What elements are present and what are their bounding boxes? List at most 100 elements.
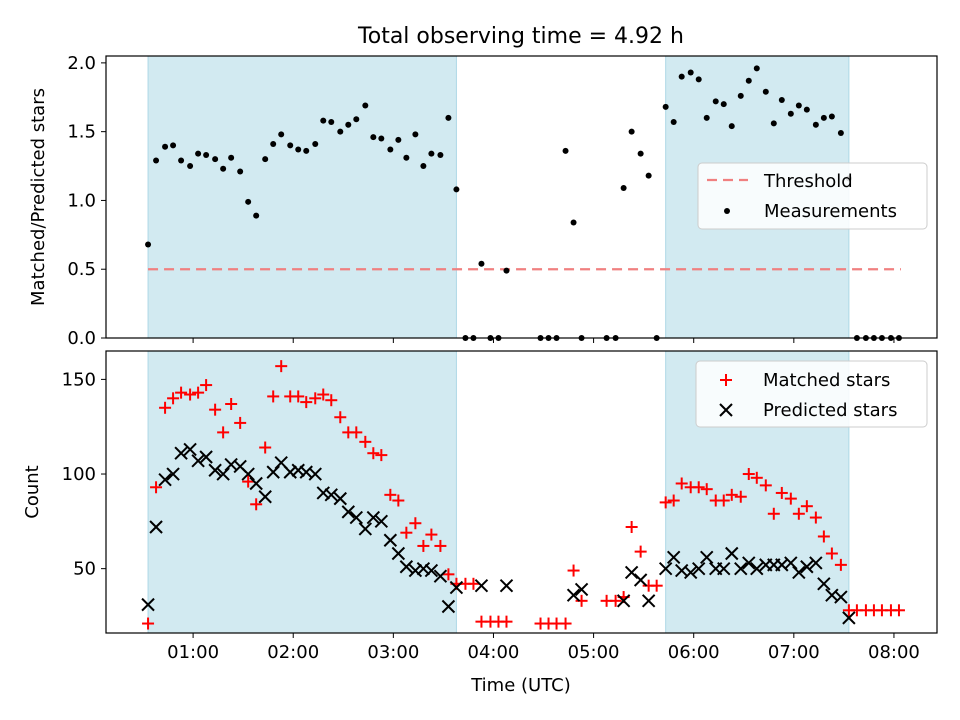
matched-point xyxy=(250,498,263,511)
predicted-point xyxy=(416,561,431,576)
measurement-point xyxy=(562,147,569,154)
measurement-point xyxy=(420,163,427,170)
legend-matched-swatch xyxy=(720,374,732,386)
measurement-point xyxy=(812,121,819,128)
predicted-point xyxy=(158,472,172,487)
predicted-point xyxy=(191,454,205,468)
predicted-point xyxy=(324,488,338,502)
predicted-point-stroke xyxy=(399,560,414,574)
predicted-point xyxy=(750,561,764,576)
predicted-point-stroke xyxy=(166,467,180,481)
measurement-point xyxy=(628,128,635,135)
x-axis-label: Time (UTC) xyxy=(470,675,571,696)
measurement-point xyxy=(670,119,677,126)
matched-point xyxy=(209,403,222,416)
measurement-point xyxy=(620,185,627,192)
predicted-point xyxy=(566,588,581,602)
x-tick-label: 03:00 xyxy=(367,642,419,663)
predicted-point-stroke xyxy=(241,467,255,481)
top-x-ticks xyxy=(192,338,895,343)
predicted-point xyxy=(817,577,831,591)
x-tick-label: 04:00 xyxy=(468,642,520,663)
matched-point xyxy=(350,426,363,439)
matched-point xyxy=(392,494,405,507)
predicted-point-stroke xyxy=(258,490,272,504)
matched-point xyxy=(259,441,272,454)
measurement-point xyxy=(362,102,369,109)
bottom-y-ticks: 50 100 150 xyxy=(62,369,106,580)
top-y-ticks: 0.0 0.5 1.0 1.5 2.0 xyxy=(67,53,106,349)
predicted-stars-series xyxy=(141,442,856,625)
predicted-point xyxy=(499,578,514,593)
predicted-point-stroke xyxy=(499,578,514,593)
matched-point xyxy=(717,494,730,507)
matched-point xyxy=(150,481,163,494)
x-tick-label: 06:00 xyxy=(668,642,720,663)
measurement-point xyxy=(378,135,385,142)
predicted-point xyxy=(199,450,213,464)
top-y-axis-label: Matched/Predicted stars xyxy=(28,88,49,306)
predicted-point xyxy=(383,533,398,547)
predicted-point xyxy=(792,565,806,580)
matched-point xyxy=(467,577,480,590)
predicted-point-stroke xyxy=(149,520,163,534)
predicted-point xyxy=(399,560,414,574)
matched-point xyxy=(242,475,255,488)
predicted-point-stroke xyxy=(641,594,656,608)
y-tick-label: 150 xyxy=(62,369,96,390)
measurement-point xyxy=(828,113,835,120)
legend-predicted-swatch xyxy=(719,403,733,417)
matched-point xyxy=(759,479,772,492)
matched-point xyxy=(425,528,438,541)
measurement-point xyxy=(428,150,435,157)
predicted-point-stroke xyxy=(249,476,263,491)
predicted-point xyxy=(183,442,197,457)
predicted-point-stroke xyxy=(191,454,205,468)
matched-point xyxy=(609,594,622,607)
x-tick-label: 07:00 xyxy=(768,642,820,663)
predicted-point-stroke xyxy=(775,558,789,572)
matched-point xyxy=(300,396,313,409)
top-legend-box xyxy=(697,162,928,230)
measurement-point xyxy=(395,136,402,143)
matched-point xyxy=(409,517,422,530)
shaded-interval xyxy=(148,351,457,633)
predicted-point-stroke xyxy=(433,569,448,583)
matched-point xyxy=(634,545,647,558)
measurement-point xyxy=(370,134,377,141)
predicted-point xyxy=(241,467,255,481)
predicted-point-stroke xyxy=(633,573,648,587)
predicted-point-stroke xyxy=(474,578,489,593)
predicted-point-stroke xyxy=(800,560,814,574)
matched-point xyxy=(692,481,705,494)
measurement-point xyxy=(195,150,202,157)
measurement-point xyxy=(237,168,244,175)
matched-point xyxy=(892,604,905,617)
x-tick-label: 02:00 xyxy=(267,642,319,663)
legend-matched-label: Matched stars xyxy=(763,370,890,391)
predicted-point-stroke xyxy=(216,467,230,481)
matched-point xyxy=(184,388,197,401)
predicted-point-stroke xyxy=(566,588,581,602)
matched-point xyxy=(659,496,672,509)
predicted-point-stroke xyxy=(383,533,398,547)
matched-point xyxy=(675,477,688,490)
predicted-point xyxy=(834,590,848,604)
measurement-point xyxy=(345,121,352,128)
measurement-point xyxy=(645,172,652,179)
legend-measurements-label: Measurements xyxy=(764,201,897,222)
predicted-point-stroke xyxy=(308,467,322,481)
matched-point xyxy=(575,594,588,607)
y-tick-label: 1.5 xyxy=(67,122,96,143)
matched-point xyxy=(800,500,813,513)
measurement-point xyxy=(337,128,344,135)
predicted-point xyxy=(358,522,373,536)
predicted-point xyxy=(366,510,381,525)
matched-point xyxy=(734,490,747,503)
measurement-point xyxy=(178,157,185,164)
matched-point xyxy=(667,494,680,507)
predicted-point xyxy=(341,505,355,519)
x-tick-label: 08:00 xyxy=(868,642,920,663)
measurement-point xyxy=(145,241,152,248)
